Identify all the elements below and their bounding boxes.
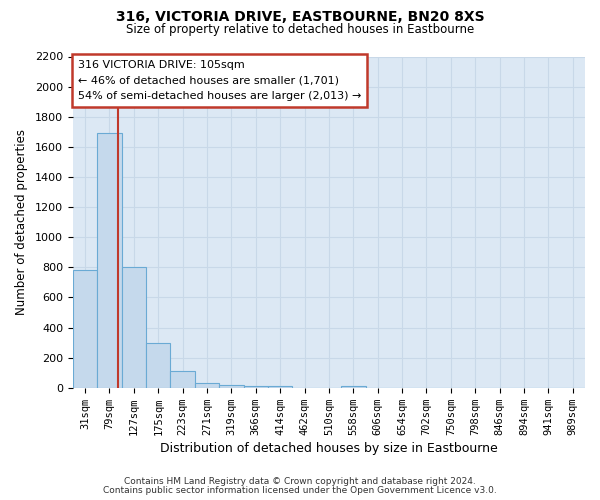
- Text: Contains HM Land Registry data © Crown copyright and database right 2024.: Contains HM Land Registry data © Crown c…: [124, 477, 476, 486]
- Text: 316, VICTORIA DRIVE, EASTBOURNE, BN20 8XS: 316, VICTORIA DRIVE, EASTBOURNE, BN20 8X…: [116, 10, 484, 24]
- X-axis label: Distribution of detached houses by size in Eastbourne: Distribution of detached houses by size …: [160, 442, 498, 455]
- Y-axis label: Number of detached properties: Number of detached properties: [15, 129, 28, 315]
- Text: Size of property relative to detached houses in Eastbourne: Size of property relative to detached ho…: [126, 22, 474, 36]
- Bar: [97, 134, 122, 388]
- Bar: [146, 344, 170, 388]
- Bar: [73, 270, 97, 388]
- Bar: [268, 386, 292, 388]
- Bar: [170, 372, 195, 388]
- Text: 316 VICTORIA DRIVE: 105sqm
← 46% of detached houses are smaller (1,701)
54% of s: 316 VICTORIA DRIVE: 105sqm ← 46% of deta…: [78, 60, 361, 101]
- Bar: [122, 268, 146, 388]
- Bar: [195, 382, 219, 388]
- Bar: [341, 386, 365, 388]
- Text: Contains public sector information licensed under the Open Government Licence v3: Contains public sector information licen…: [103, 486, 497, 495]
- Bar: [244, 386, 268, 388]
- Bar: [219, 385, 244, 388]
